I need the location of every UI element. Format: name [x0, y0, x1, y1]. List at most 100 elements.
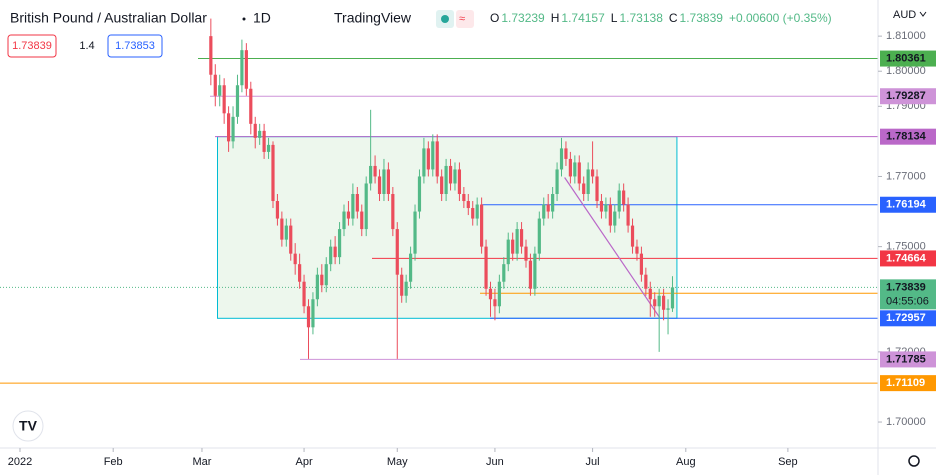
candle-body — [311, 299, 315, 328]
ohlc-letter: L — [611, 11, 618, 25]
candle-body — [519, 229, 524, 247]
candle-body — [444, 165, 448, 195]
candle-body — [364, 183, 368, 230]
price-label-bg — [880, 196, 936, 213]
candle-body — [506, 239, 510, 265]
header: British Pound / Australian Dollar 1D Tra… — [7, 10, 832, 58]
candle-body — [462, 194, 466, 202]
separator — [242, 17, 246, 21]
candle-body — [218, 85, 222, 96]
candle-body — [502, 264, 506, 282]
candle-body — [386, 169, 390, 195]
candle-body — [604, 204, 608, 212]
candle-body — [289, 225, 293, 254]
candle-body — [599, 201, 604, 212]
y-tick-label: 1.80000 — [886, 65, 926, 77]
candle-body — [577, 162, 581, 184]
sell-button[interactable] — [7, 34, 57, 58]
candle-body — [466, 201, 470, 209]
ohlc-letter: H — [551, 11, 560, 25]
candle-body — [573, 162, 577, 177]
candle-body — [639, 253, 644, 275]
buy-button[interactable] — [107, 34, 163, 58]
candle-body — [360, 211, 364, 230]
candle-body — [644, 274, 648, 289]
candle-body — [515, 229, 519, 254]
x-tick-label: Jun — [486, 456, 504, 468]
candle-body — [568, 158, 572, 177]
candle-body — [586, 169, 590, 195]
candle-body — [298, 264, 302, 282]
ohlc-letter: O — [490, 11, 499, 25]
price-label-bg — [880, 250, 936, 267]
candle-body — [622, 190, 626, 205]
candle-body — [395, 229, 399, 275]
candle-body — [262, 130, 266, 152]
candle-body — [315, 274, 319, 300]
currency[interactable]: AUD — [893, 9, 916, 21]
price-label-bg — [880, 88, 936, 105]
countdown: 04:55:06 — [886, 295, 929, 307]
buy-price[interactable]: 1.73853 — [115, 40, 155, 52]
candle-body — [564, 148, 568, 159]
price-label: 1.72957 — [886, 312, 926, 324]
candle-body — [630, 225, 635, 247]
candle-body — [275, 201, 280, 219]
toggle-icon[interactable] — [456, 10, 474, 28]
candle-body — [293, 253, 297, 265]
price-label-bg — [880, 279, 936, 310]
y-tick-label: 1.70000 — [886, 416, 926, 428]
x-tick-label: 2022 — [8, 456, 32, 468]
candle-body — [471, 208, 475, 219]
candle-body — [253, 123, 257, 138]
wave-icon: ≈ — [459, 13, 465, 25]
price-label-bg — [880, 310, 936, 327]
price-label: 1.80361 — [886, 52, 926, 64]
plot-area — [0, 18, 878, 384]
candle-body — [408, 253, 413, 282]
sell-price[interactable]: 1.73839 — [12, 40, 52, 52]
ohlc-value: 1.73239 — [501, 11, 545, 25]
ohlc-letter: C — [669, 11, 678, 25]
candle-body — [448, 165, 453, 184]
candle-body — [258, 130, 262, 138]
candle-body — [613, 211, 617, 226]
price-label: 1.73839 — [886, 281, 926, 293]
candle-body — [493, 299, 497, 307]
candle-body — [373, 165, 377, 177]
y-tick-label: 1.75000 — [886, 241, 926, 253]
candle-body — [475, 204, 479, 219]
settings-icon[interactable] — [908, 455, 920, 467]
candle-body — [333, 246, 337, 258]
candle-body — [271, 144, 275, 202]
candle-body — [404, 281, 408, 296]
toggle-dot — [441, 15, 449, 23]
price-label-bg — [880, 375, 936, 392]
candle-body — [653, 299, 657, 307]
candle-body — [608, 204, 612, 226]
candle-body — [440, 176, 444, 195]
candle-body — [511, 239, 515, 254]
price-label-bg — [880, 128, 936, 145]
price-label: 1.79287 — [886, 90, 926, 102]
candle-body — [551, 194, 555, 212]
trend-line — [564, 177, 661, 318]
candle-body — [542, 204, 546, 219]
candle-body — [266, 144, 271, 152]
candle-body — [635, 246, 639, 254]
ohlc-value: 1.73839 — [680, 11, 724, 25]
candle-body — [302, 281, 306, 307]
x-tick-label: Apr — [295, 456, 312, 468]
price-label-bg — [880, 351, 936, 368]
candle-body — [413, 211, 417, 254]
spread: 1.4 — [79, 40, 94, 52]
candle-body — [453, 169, 457, 184]
candle-body — [617, 190, 621, 212]
candle-body — [209, 36, 213, 75]
candle-body — [497, 281, 501, 307]
price-label: 1.78134 — [886, 131, 927, 143]
candle-body — [417, 176, 422, 212]
logo-badge — [12, 410, 44, 442]
